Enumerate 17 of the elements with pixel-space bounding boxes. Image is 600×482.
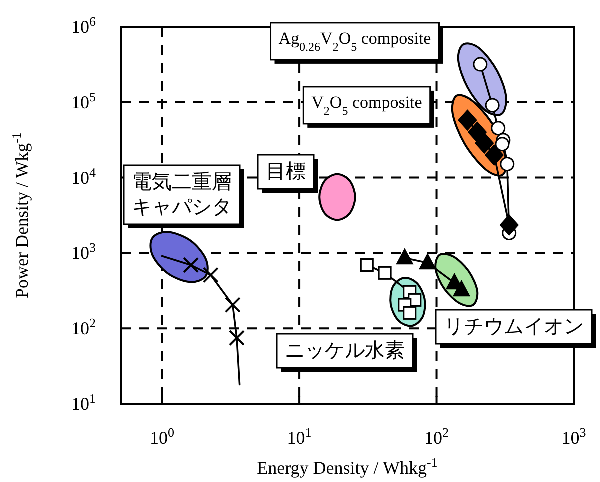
annotation: Ag$_{0.26}$V$_{2}$O$_{5}$ composite — [278, 28, 432, 54]
annotation: リチウムイオン — [444, 316, 584, 338]
x-tick-label: 10$^{2}$ — [424, 424, 450, 448]
annotation: 電気二重層キャパシタ — [132, 172, 232, 218]
y-tick-label: 10$^{6}$ — [72, 14, 96, 37]
y-tick-label: 10$^{2}$ — [72, 315, 96, 339]
y-tick-label: 10$^{5}$ — [72, 88, 96, 112]
y-tick-label: 10$^{1}$ — [72, 390, 96, 414]
annotation: 目標 — [266, 161, 306, 183]
x-axis-title: Energy Density / Whkg$^{-1}$ — [257, 454, 438, 478]
y-tick-label: 10$^{3}$ — [72, 240, 96, 264]
x-tick-label: 10$^{1}$ — [287, 424, 312, 448]
annotation: ニッケル水素 — [285, 340, 405, 362]
y-tick-label: 10$^{4}$ — [72, 164, 96, 188]
x-tick-label: 10$^{3}$ — [562, 424, 586, 448]
annotation: V$_{2}$O$_{5}$ composite — [312, 92, 422, 118]
x-tick-label: 10$^{0}$ — [150, 424, 175, 448]
